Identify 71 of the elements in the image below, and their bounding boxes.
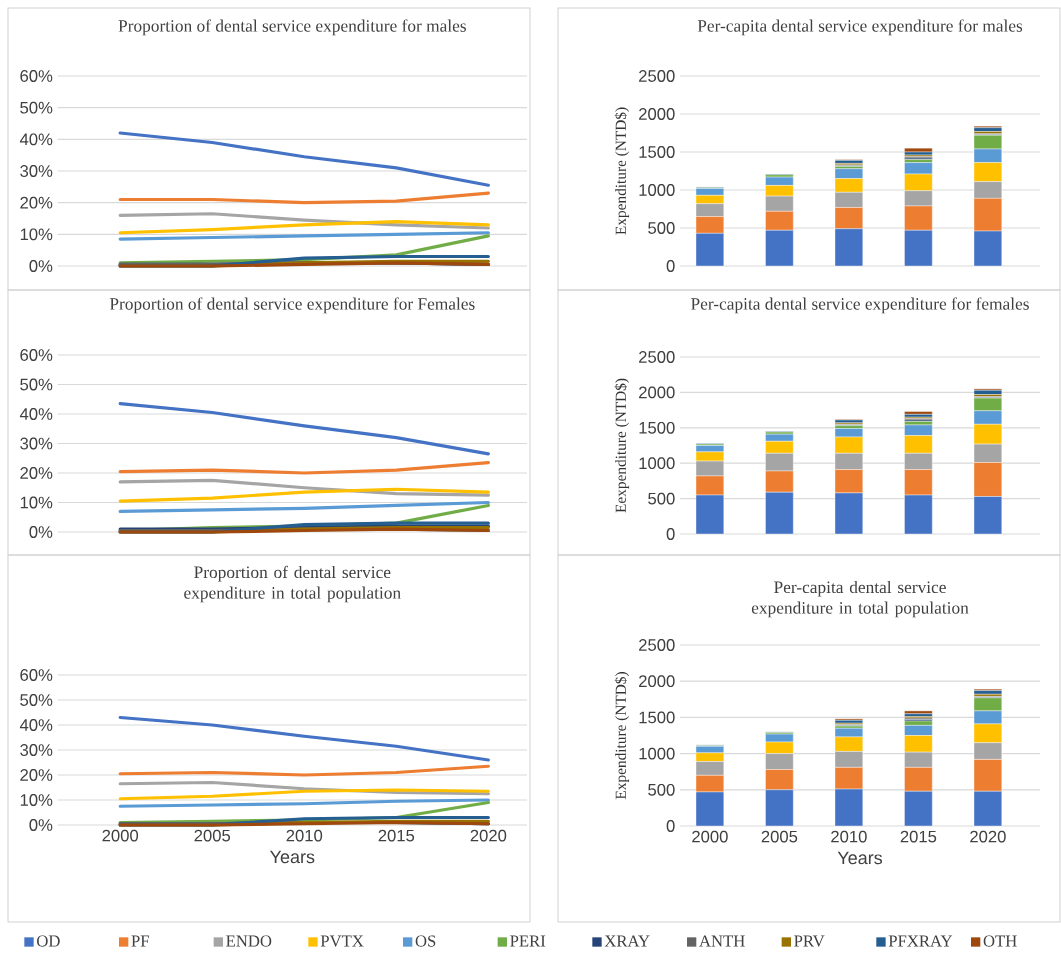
- y-tick-label: 0: [666, 528, 675, 540]
- chart-title: Per-capita dental service expenditure for females: [691, 297, 1029, 314]
- y-tick-label: 2000: [639, 386, 675, 399]
- legend-label: PRV: [794, 935, 825, 947]
- y-tick-label: 40%: [19, 133, 53, 146]
- y-tick-label: 500: [648, 222, 675, 234]
- y-tick-label: 30%: [20, 165, 53, 177]
- y-tick-label: 60%: [20, 70, 53, 82]
- x-axis-title: Years: [837, 851, 883, 865]
- x-tick-label: 2020: [970, 830, 1006, 843]
- chart-title: Per-capita dental service expenditure for males: [697, 19, 1023, 36]
- y-tick-label: 1500: [639, 146, 675, 158]
- y-tick-label: 2500: [639, 639, 675, 651]
- y-tick-label: 40%: [19, 408, 53, 420]
- y-tick-label: 20%: [20, 769, 53, 781]
- legend-label: PERI: [510, 935, 546, 947]
- y-tick-label: 2500: [639, 70, 675, 82]
- y-tick-label: 0%: [29, 260, 53, 272]
- y-axis-title: Expenditure (NTD$): [614, 672, 630, 800]
- legend-label: OTH: [983, 935, 1017, 947]
- legend-label: ENDO: [226, 935, 272, 947]
- y-tick-label: 500: [648, 783, 675, 796]
- y-tick-label: 10%: [20, 496, 53, 509]
- x-tick-label: 2005: [194, 829, 231, 842]
- y-tick-label: 0: [666, 260, 675, 272]
- y-tick-label: 10%: [20, 794, 53, 806]
- x-tick-label: 2000: [692, 830, 728, 843]
- legend-label: PVTX: [320, 935, 364, 947]
- y-tick-label: 50%: [20, 378, 53, 391]
- y-tick-label: 50%: [20, 101, 53, 114]
- chart-title: Proportion of dental service expenditure in total population: [184, 565, 401, 603]
- y-tick-label: 1000: [639, 457, 675, 470]
- x-tick-label: 2010: [831, 830, 867, 843]
- legend-label: OD: [37, 935, 60, 947]
- y-tick-label: 1500: [639, 421, 675, 434]
- y-tick-label: 0%: [29, 526, 53, 538]
- y-tick-label: 1500: [639, 711, 675, 724]
- x-tick-label: 2005: [761, 830, 798, 843]
- y-tick-label: 30%: [20, 437, 53, 450]
- chart-title: Proportion of dental service expenditure for Females: [109, 297, 475, 314]
- legend-label: PFXRAY: [888, 935, 953, 947]
- y-tick-label: 500: [648, 492, 675, 505]
- x-tick-label: 2010: [286, 829, 323, 842]
- y-tick-label: 40%: [19, 719, 53, 731]
- y-tick-label: 1000: [639, 747, 675, 760]
- y-tick-label: 50%: [20, 694, 53, 706]
- x-tick-label: 2015: [378, 829, 415, 842]
- y-tick-label: 2500: [639, 351, 675, 363]
- chart-title: Per-capita dental service expenditure in total population: [751, 580, 969, 618]
- y-tick-label: 20%: [20, 467, 53, 479]
- y-axis-title: Expenditure (NTD$): [614, 107, 630, 235]
- y-tick-label: 20%: [20, 196, 53, 209]
- chart-title: Proportion of dental service expenditure for males: [118, 19, 466, 36]
- y-tick-label: 60%: [20, 669, 53, 681]
- y-axis-title: Eexpenditure (NTD$): [614, 378, 630, 513]
- legend-label: ANTH: [699, 935, 745, 947]
- legend-label: PF: [131, 935, 149, 947]
- y-tick-label: 0: [666, 820, 675, 832]
- legend-label: XRAY: [604, 935, 650, 947]
- y-tick-label: 30%: [20, 744, 53, 756]
- x-tick-label: 2000: [102, 829, 139, 842]
- y-tick-label: 60%: [20, 349, 53, 361]
- y-tick-label: 2000: [639, 675, 675, 688]
- y-tick-label: 2000: [639, 108, 675, 120]
- x-axis-title: Years: [270, 850, 315, 864]
- y-tick-label: 0%: [29, 819, 53, 831]
- x-tick-label: 2020: [470, 829, 507, 842]
- y-tick-label: 1000: [639, 184, 675, 196]
- legend-label: OS: [415, 935, 436, 947]
- y-tick-label: 10%: [20, 228, 53, 241]
- x-tick-label: 2015: [900, 830, 937, 843]
